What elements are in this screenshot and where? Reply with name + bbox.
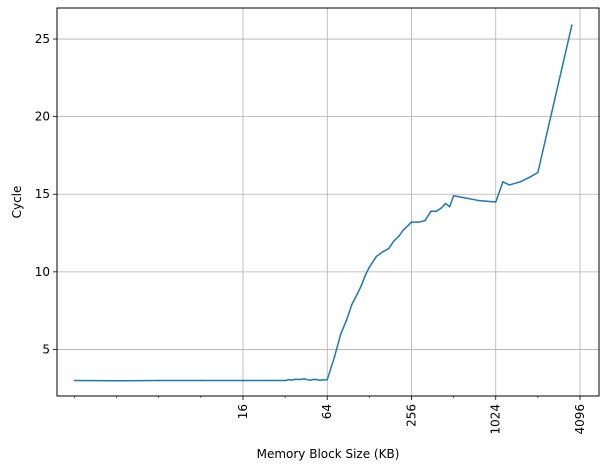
data-point [375, 255, 378, 258]
data-point [529, 176, 531, 178]
data-point [345, 319, 348, 321]
y-tick-label: 20 [35, 110, 50, 124]
data-point [284, 379, 286, 382]
data-point [448, 205, 451, 208]
data-point [200, 379, 202, 382]
data-point [417, 221, 420, 223]
data-point [309, 379, 311, 381]
y-tick-label: 10 [35, 265, 50, 279]
data-point [355, 294, 358, 296]
data-point [351, 303, 353, 306]
y-tick-label: 15 [35, 187, 50, 201]
data-point [435, 210, 437, 213]
data-point [340, 333, 342, 335]
data-point [519, 181, 522, 183]
x-tick-label: 1024 [489, 404, 503, 435]
data-point [368, 266, 371, 268]
data-point [502, 181, 504, 183]
plot-frame [56, 7, 600, 397]
x-tick-label: 16 [236, 404, 250, 419]
data-point [430, 210, 432, 213]
x-axis-label: Memory Block Size (KB) [257, 447, 400, 461]
data-point [494, 201, 497, 203]
y-axis-label: Cycle [10, 186, 24, 219]
data-point [382, 250, 384, 253]
data-point [452, 195, 455, 197]
data-point [73, 379, 76, 382]
data-point [424, 219, 426, 222]
data-point [157, 379, 160, 382]
x-tick-label: 256 [404, 404, 418, 427]
data-point [444, 202, 447, 205]
grid-lines [57, 8, 599, 396]
y-tick-label: 5 [42, 342, 50, 356]
data-point [115, 380, 118, 382]
data-point [410, 221, 413, 223]
data-point [303, 378, 306, 380]
data-point [571, 24, 573, 26]
data-point [291, 379, 294, 381]
data-point [313, 378, 316, 381]
data-point [297, 378, 300, 381]
y-axis: 5 10 15 20 25 [35, 32, 57, 356]
data-point [360, 285, 362, 287]
data-point [440, 207, 442, 209]
data-point [402, 229, 405, 231]
data-point [333, 356, 336, 358]
data-point [537, 171, 539, 174]
x-axis: 16 64 256 1024 4096 [74, 396, 587, 435]
x-tick-label: 4096 [573, 404, 587, 435]
data-point [398, 235, 400, 237]
data-point [288, 378, 290, 381]
series-line [74, 24, 573, 382]
data-point [508, 184, 511, 186]
series-layer [73, 24, 573, 382]
data-point [318, 379, 320, 381]
data-point [387, 247, 390, 250]
data-point [242, 379, 244, 382]
x-tick-label: 64 [320, 404, 334, 419]
data-point [364, 274, 367, 276]
data-point [393, 240, 395, 242]
data-point [477, 199, 480, 202]
data-point [326, 378, 328, 381]
y-tick-label: 25 [35, 32, 50, 46]
data-point [294, 378, 297, 380]
